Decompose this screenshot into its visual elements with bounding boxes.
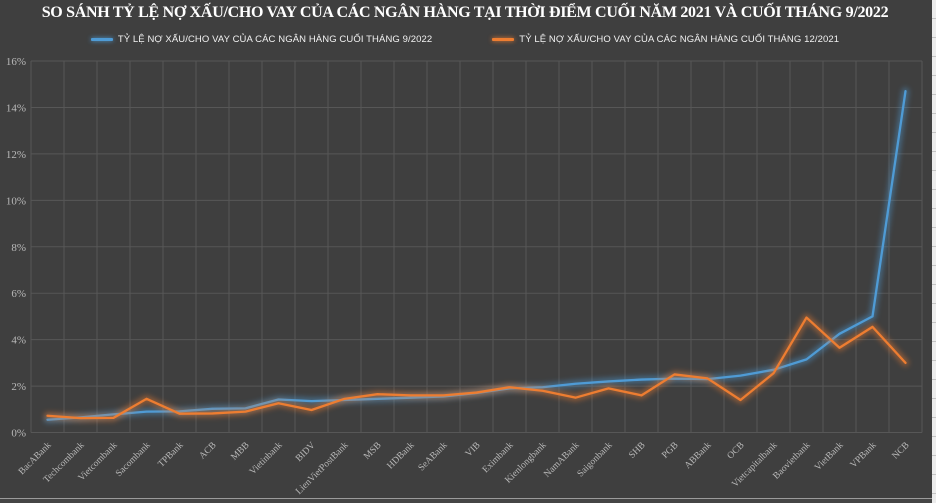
legend-line-blue-icon bbox=[90, 38, 113, 41]
x-tick-label: SHB bbox=[627, 441, 647, 461]
x-tick-label: PGB bbox=[660, 441, 680, 461]
x-tick-label: SeABank bbox=[417, 440, 450, 473]
x-tick-label: BIDV bbox=[294, 440, 318, 464]
legend-item-sep-2022[interactable]: TỶ LỆ NỢ XẤU/CHO VAY CỦA CÁC NGÂN HÀNG C… bbox=[90, 34, 433, 45]
x-tick-label: VIB bbox=[464, 441, 483, 460]
legend-label-dec-2021: TỶ LỆ NỢ XẤU/CHO VAY CỦA CÁC NGÂN HÀNG C… bbox=[519, 34, 840, 45]
legend-line-orange-icon bbox=[492, 38, 515, 41]
x-tick-label: ACB bbox=[198, 441, 219, 462]
x-tick-label: ABBank bbox=[683, 440, 714, 471]
y-tick-label: 0% bbox=[11, 428, 26, 440]
chart-title: SO SÁNH TỶ LỆ NỢ XẤU/CHO VAY CỦA CÁC NGÂ… bbox=[41, 4, 889, 21]
x-tick-label: Eximbank bbox=[481, 440, 516, 475]
chart-bottom-edge bbox=[0, 498, 932, 503]
y-tick-label: 10% bbox=[6, 195, 26, 207]
x-tick-label: NCB bbox=[891, 441, 912, 462]
legend: TỶ LỆ NỢ XẤU/CHO VAY CỦA CÁC NGÂN HÀNG C… bbox=[0, 34, 930, 45]
x-tick-label: MBB bbox=[230, 441, 252, 463]
series-line-dec-2021 bbox=[44, 314, 909, 422]
gridlines bbox=[30, 60, 923, 433]
legend-item-dec-2021[interactable]: TỶ LỆ NỢ XẤU/CHO VAY CỦA CÁC NGÂN HÀNG C… bbox=[492, 34, 839, 45]
y-axis-labels: 0% 2% 4% 6% 8% 10% 12% 14% 16% bbox=[6, 56, 26, 440]
scrollbar-strip[interactable] bbox=[932, 0, 936, 503]
x-tick-label: Sacombank bbox=[114, 440, 153, 479]
x-tick-label: VietBank bbox=[813, 440, 846, 473]
y-tick-label: 6% bbox=[11, 288, 26, 300]
x-tick-label: Vietinbank bbox=[248, 440, 285, 477]
y-tick-label: 16% bbox=[6, 56, 26, 68]
x-tick-label: HDBank bbox=[386, 440, 417, 471]
y-tick-label: 14% bbox=[6, 102, 26, 114]
legend-label-sep-2022: TỶ LỆ NỢ XẤU/CHO VAY CỦA CÁC NGÂN HÀNG C… bbox=[117, 34, 433, 45]
x-tick-label: TPBank bbox=[157, 440, 186, 469]
x-tick-label: VPBank bbox=[849, 440, 879, 470]
x-tick-label: OCB bbox=[726, 441, 747, 462]
y-tick-label: 4% bbox=[11, 335, 26, 347]
x-tick-label: MSB bbox=[362, 441, 383, 462]
y-tick-label: 2% bbox=[11, 381, 26, 393]
x-tick-label: NamABank bbox=[542, 440, 581, 479]
x-tick-label: Saigonbank bbox=[576, 440, 615, 479]
y-tick-label: 12% bbox=[6, 149, 26, 161]
y-tick-label: 8% bbox=[11, 242, 26, 254]
